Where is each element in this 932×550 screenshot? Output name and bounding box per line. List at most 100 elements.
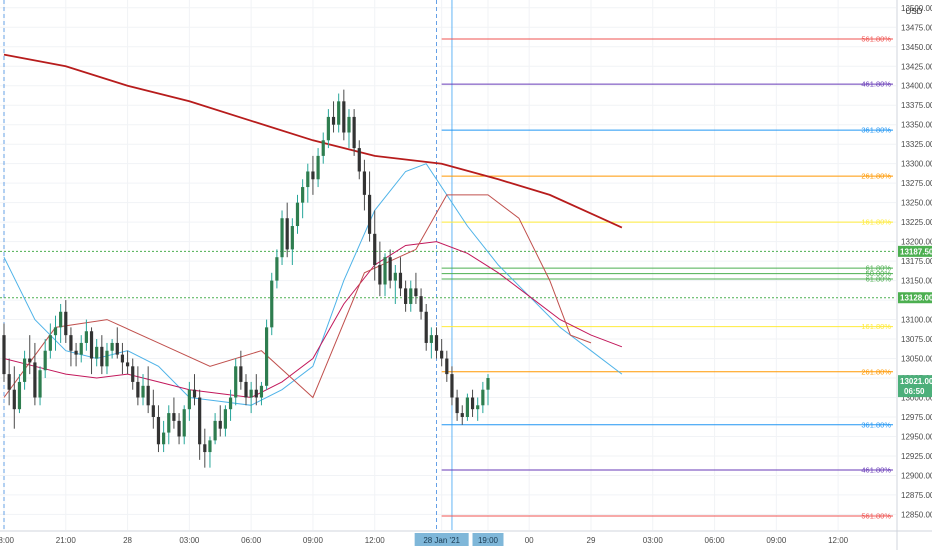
- candle-body: [321, 140, 325, 156]
- candle-body: [424, 311, 428, 343]
- candle-body: [301, 187, 305, 203]
- candle-body: [53, 327, 58, 336]
- candle-body: [100, 346, 104, 367]
- candle-body: [125, 362, 130, 367]
- time-tick-label: 09:00: [303, 536, 324, 545]
- price-tick-label: 12975.00: [901, 413, 932, 422]
- candle-body: [393, 272, 397, 281]
- candle-body: [28, 358, 32, 363]
- candle-body: [270, 280, 274, 328]
- price-tick-label: 12875.00: [901, 491, 932, 500]
- candle-body: [203, 444, 207, 453]
- candle-body: [331, 116, 336, 125]
- candle-body: [465, 397, 470, 417]
- candle-body: [481, 389, 485, 406]
- fib-level-label: 61.80%: [866, 264, 892, 273]
- candle-body: [362, 171, 367, 195]
- candle-body: [357, 148, 361, 172]
- level-badge: [898, 245, 932, 257]
- price-tick-label: 13500.00: [901, 4, 932, 13]
- candle-body: [306, 171, 310, 188]
- candle-body: [311, 171, 315, 180]
- candle-body: [429, 335, 433, 343]
- time-tick-label: 06:00: [705, 536, 726, 545]
- candle-body: [285, 218, 289, 250]
- fib-level-label: 461.80%: [861, 80, 891, 89]
- countdown-timer-label: 06:50: [904, 387, 925, 396]
- candle-body: [187, 389, 191, 410]
- candle-body: [352, 116, 356, 149]
- candle-body: [38, 370, 42, 398]
- fib-level-label: 61.80%: [866, 275, 892, 284]
- candle-body: [33, 362, 37, 398]
- candle-body: [450, 374, 454, 398]
- candle-body: [110, 342, 114, 351]
- candle-body: [290, 226, 294, 250]
- candle-body: [131, 366, 135, 382]
- fib-level-label: 361.80%: [861, 420, 891, 429]
- candle-body: [141, 385, 145, 398]
- candle-body: [192, 389, 197, 398]
- candle-body: [388, 257, 392, 281]
- price-tick-label: 13375.00: [901, 101, 932, 110]
- time-marker-badge: [414, 533, 469, 546]
- candle-body: [95, 346, 99, 359]
- price-tick-label: 13400.00: [901, 82, 932, 91]
- fib-level-label: 561.80%: [861, 511, 891, 520]
- candle-body: [316, 155, 320, 180]
- candle-body: [136, 381, 140, 398]
- candle-body: [337, 101, 341, 125]
- candle-body: [470, 397, 475, 410]
- price-tick-label: 13425.00: [901, 62, 932, 71]
- time-marker-badge: [472, 533, 504, 546]
- candle-body: [151, 405, 155, 417]
- fib-level-label: 561.80%: [861, 34, 891, 43]
- time-tick-label: 09:00: [766, 536, 787, 545]
- fib-level-label: 261.80%: [861, 172, 891, 181]
- candle-body: [218, 420, 222, 429]
- fib-level-label: 461.80%: [861, 465, 891, 474]
- time-axis: 18:00 21:00 28 03:00 06:00 09:00 12:00 28 Jan '…: [0, 533, 849, 546]
- candle-body: [79, 342, 83, 355]
- indicator-line-ma-dark-red: [3, 53, 623, 229]
- time-tick-label: 03:00: [179, 536, 200, 545]
- candle-body: [342, 101, 346, 133]
- fib-level-label: 161.80%: [861, 322, 891, 331]
- level-badge-label: 13187.50: [900, 247, 932, 256]
- price-tick-label: 13175.00: [901, 257, 932, 266]
- candle-body: [156, 416, 161, 445]
- price-tick-label: 12900.00: [901, 471, 932, 480]
- price-tick-label: 13225.00: [901, 218, 932, 227]
- candle-body: [69, 335, 73, 351]
- candle-body: [373, 233, 377, 265]
- time-tick-label: 28 Jan '21: [423, 536, 460, 545]
- candle-body: [22, 358, 27, 382]
- candle-body: [383, 257, 387, 285]
- fib-level-label: 50.00%: [866, 269, 892, 278]
- candle-body: [162, 432, 166, 445]
- time-tick-label: 12:00: [828, 536, 849, 545]
- price-tick-label: 13350.00: [901, 121, 932, 130]
- candle-body: [182, 409, 186, 437]
- candle-body: [367, 194, 372, 234]
- indicator-line-ma-red-light: [3, 241, 623, 399]
- price-tick-label: 13300.00: [901, 160, 932, 169]
- candle-body: [404, 288, 408, 304]
- price-tick-label: 13275.00: [901, 179, 932, 188]
- price-tick-label: 12950.00: [901, 432, 932, 441]
- candle-body: [326, 116, 330, 141]
- candle-body: [228, 397, 233, 410]
- price-tick-label: 13450.00: [901, 43, 932, 52]
- fib-level-label: 261.80%: [861, 367, 891, 376]
- price-tick-label: 13475.00: [901, 23, 932, 32]
- currency-label: USD: [906, 7, 923, 16]
- candle-body: [295, 202, 300, 227]
- candle-body: [105, 350, 109, 367]
- price-tick-label: 13325.00: [901, 140, 932, 149]
- price-tick-label: 13150.00: [901, 277, 932, 286]
- candle-body: [2, 335, 6, 375]
- time-tick-label: 28: [123, 536, 132, 545]
- candle-body: [234, 366, 238, 398]
